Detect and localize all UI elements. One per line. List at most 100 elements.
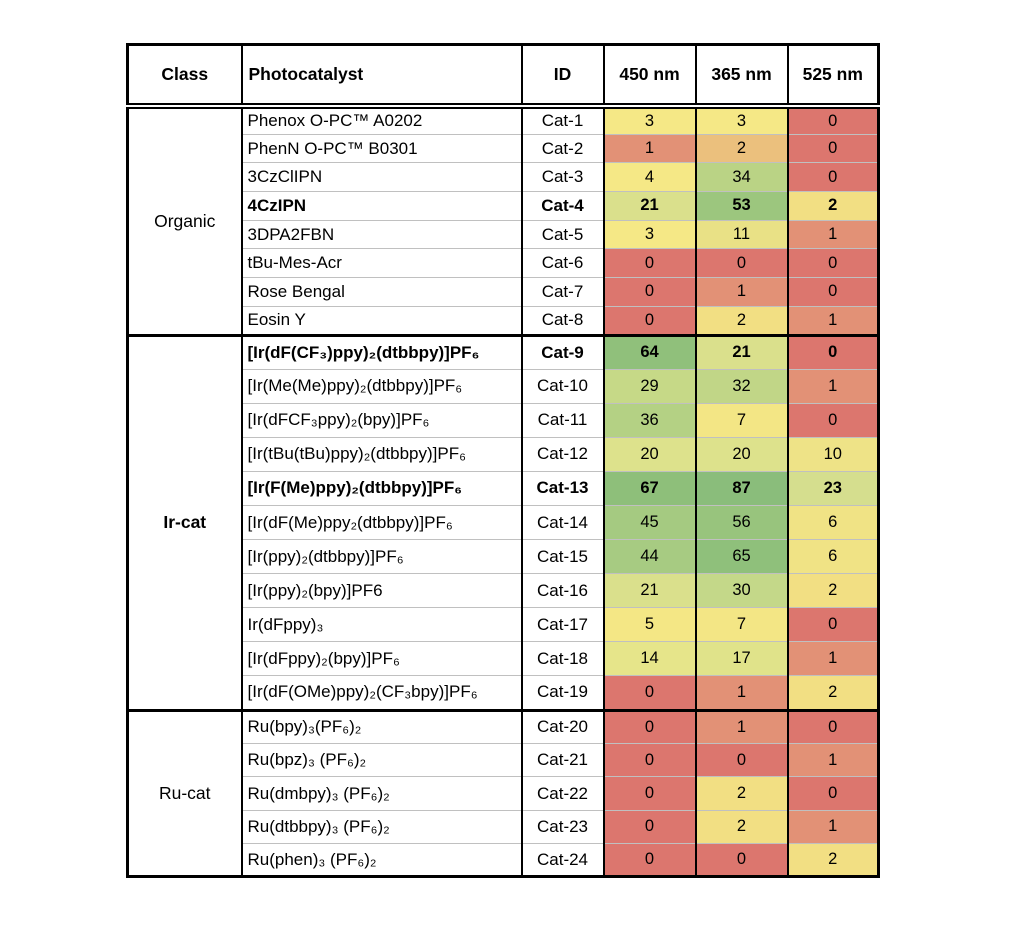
value-cell-450nm: 4 [602, 162, 697, 193]
value-cell-365nm: 0 [694, 742, 789, 778]
photocatalyst-heatmap-table: Class Photocatalyst ID 450 nm 365 nm 525… [126, 43, 880, 879]
photocatalyst-name: Eosin Y [240, 305, 523, 336]
catalyst-id: Cat-11 [520, 402, 605, 438]
photocatalyst-name: [Ir(dF(CF₃)ppy)₂(dtbbpy)]PF₆ [240, 333, 523, 370]
class-label-organic: Organic [126, 104, 243, 336]
value-cell-525nm: 10 [786, 436, 880, 472]
table-row-cat-9: Ir-cat [Ir(dF(CF₃)ppy)₂(dtbbpy)]PF₆ Cat-9 6… [126, 333, 880, 711]
table-row-cat-23: Ru(dtbbpy)₃ (PF₆)₂ Cat-23 0 2 1 [128, 809, 880, 845]
value-cell-365nm: 2 [694, 305, 789, 336]
header-525nm: 525 nm [786, 44, 880, 109]
value-cell-450nm: 3 [602, 104, 697, 135]
value-cell-525nm: 0 [786, 333, 880, 370]
value-cell-365nm: 2 [694, 133, 789, 164]
table-row-cat-12: [Ir(tBu(tBu)ppy)₂(dtbbpy)]PF₆ Cat-12 20 20 1… [128, 436, 880, 472]
value-cell-525nm: 1 [786, 368, 880, 404]
value-cell-525nm: 6 [786, 504, 880, 541]
value-cell-365nm: 2 [694, 809, 789, 845]
value-cell-450nm: 64 [602, 333, 697, 370]
table-row-cat-5: 3DPA2FBN Cat-5 3 11 1 [128, 219, 880, 250]
catalyst-id: Cat-17 [520, 607, 605, 643]
header-class: Class [126, 44, 243, 109]
photocatalyst-name: 3CzClIPN [240, 162, 523, 193]
value-cell-365nm: 17 [694, 641, 789, 677]
value-cell-365nm: 7 [694, 607, 789, 643]
value-cell-365nm: 30 [694, 573, 789, 609]
value-cell-365nm: 1 [694, 708, 789, 744]
value-cell-365nm: 87 [694, 470, 789, 506]
header-row: Class Photocatalyst ID 450 nm 365 nm 525… [126, 44, 880, 109]
value-cell-365nm: 65 [694, 539, 789, 575]
value-cell-450nm: 36 [602, 402, 697, 438]
catalyst-id: Cat-22 [520, 776, 605, 811]
value-cell-450nm: 14 [602, 641, 697, 677]
table-row-cat-16: [Ir(ppy)₂(bpy)]PF6 Cat-16 21 30 2 [128, 573, 880, 609]
catalyst-id: Cat-4 [520, 191, 605, 221]
value-cell-450nm: 0 [602, 675, 697, 711]
photocatalyst-name: PhenN O-PC™ B0301 [240, 133, 523, 164]
value-cell-450nm: 1 [602, 133, 697, 164]
table-header: Class Photocatalyst ID 450 nm 365 nm 525… [126, 44, 880, 109]
value-cell-525nm: 1 [786, 219, 880, 250]
value-cell-365nm: 11 [694, 219, 789, 250]
photocatalyst-name: Ru(bpz)₃ (PF₆)₂ [240, 742, 523, 778]
value-cell-525nm: 2 [786, 573, 880, 609]
table-row-cat-11: [Ir(dFCF₃ppy)₂(bpy)]PF₆ Cat-11 36 7 0 [128, 402, 880, 438]
table-row-cat-17: Ir(dFppy)₃ Cat-17 5 7 0 [128, 607, 880, 643]
catalyst-id: Cat-24 [520, 843, 605, 879]
value-cell-525nm: 2 [786, 843, 880, 879]
photocatalyst-name: [Ir(dFCF₃ppy)₂(bpy)]PF₆ [240, 402, 523, 438]
value-cell-525nm: 0 [786, 776, 880, 811]
header-365nm: 365 nm [694, 44, 789, 109]
table-row-cat-20: Ru-cat Ru(bpy)₃(PF₆)₂ Cat-20 0 1 0 [126, 708, 880, 878]
catalyst-id: Cat-7 [520, 277, 605, 307]
value-cell-525nm: 0 [786, 162, 880, 193]
catalyst-id: Cat-19 [520, 675, 605, 711]
value-cell-365nm: 56 [694, 504, 789, 541]
table-row-cat-13: [Ir(F(Me)ppy)₂(dtbbpy)]PF₆ Cat-13 67 87 23 [128, 470, 880, 506]
value-cell-525nm: 2 [786, 675, 880, 711]
table-row-cat-7: Rose Bengal Cat-7 0 1 0 [128, 277, 880, 307]
table-row-cat-1: Organic Phenox O-PC™ A0202 Cat-1 3 3 0 [126, 104, 880, 336]
catalyst-id: Cat-9 [520, 333, 605, 370]
photocatalyst-name: Phenox O-PC™ A0202 [240, 104, 523, 135]
value-cell-365nm: 20 [694, 436, 789, 472]
catalyst-id: Cat-10 [520, 368, 605, 404]
photocatalyst-name: tBu-Mes-Acr [240, 248, 523, 279]
heatmap-table: Class Photocatalyst ID 450 nm 365 nm 525… [126, 43, 880, 879]
class-label-ru-cat: Ru-cat [126, 708, 243, 878]
table-row-cat-19: [Ir(dF(OMe)ppy)₂(CF₃bpy)]PF₆ Cat-19 0 1 2 [128, 675, 880, 711]
photocatalyst-name: 3DPA2FBN [240, 219, 523, 250]
value-cell-450nm: 20 [602, 436, 697, 472]
value-cell-450nm: 67 [602, 470, 697, 506]
value-cell-525nm: 1 [786, 641, 880, 677]
value-cell-450nm: 44 [602, 539, 697, 575]
table-row-cat-22: Ru(dmbpy)₃ (PF₆)₂ Cat-22 0 2 0 [128, 776, 880, 811]
value-cell-525nm: 6 [786, 539, 880, 575]
table-row-cat-2: PhenN O-PC™ B0301 Cat-2 1 2 0 [128, 133, 880, 164]
photocatalyst-name: [Ir(dFppy)₂(bpy)]PF₆ [240, 641, 523, 677]
value-cell-450nm: 0 [602, 776, 697, 811]
header-photocatalyst: Photocatalyst [240, 44, 523, 109]
catalyst-id: Cat-6 [520, 248, 605, 279]
table-row-cat-24: Ru(phen)₃ (PF₆)₂ Cat-24 0 0 2 [128, 843, 880, 879]
value-cell-365nm: 1 [694, 675, 789, 711]
catalyst-id: Cat-8 [520, 305, 605, 336]
value-cell-365nm: 21 [694, 333, 789, 370]
table-row-cat-14: [Ir(dF(Me)ppy₂(dtbbpy)]PF₆ Cat-14 45 56 6 [128, 504, 880, 541]
value-cell-365nm: 2 [694, 776, 789, 811]
photocatalyst-name: [Ir(ppy)₂(bpy)]PF6 [240, 573, 523, 609]
header-id: ID [520, 44, 605, 109]
value-cell-365nm: 1 [694, 277, 789, 307]
value-cell-365nm: 34 [694, 162, 789, 193]
value-cell-525nm: 1 [786, 809, 880, 845]
value-cell-450nm: 29 [602, 368, 697, 404]
table-row-cat-15: [Ir(ppy)₂(dtbbpy)]PF₆ Cat-15 44 65 6 [128, 539, 880, 575]
catalyst-id: Cat-20 [520, 708, 605, 744]
class-label-ir-cat: Ir-cat [126, 333, 243, 711]
catalyst-id: Cat-21 [520, 742, 605, 778]
value-cell-525nm: 0 [786, 248, 880, 279]
photocatalyst-name: Ru(dtbbpy)₃ (PF₆)₂ [240, 809, 523, 845]
value-cell-450nm: 45 [602, 504, 697, 541]
value-cell-525nm: 0 [786, 104, 880, 135]
